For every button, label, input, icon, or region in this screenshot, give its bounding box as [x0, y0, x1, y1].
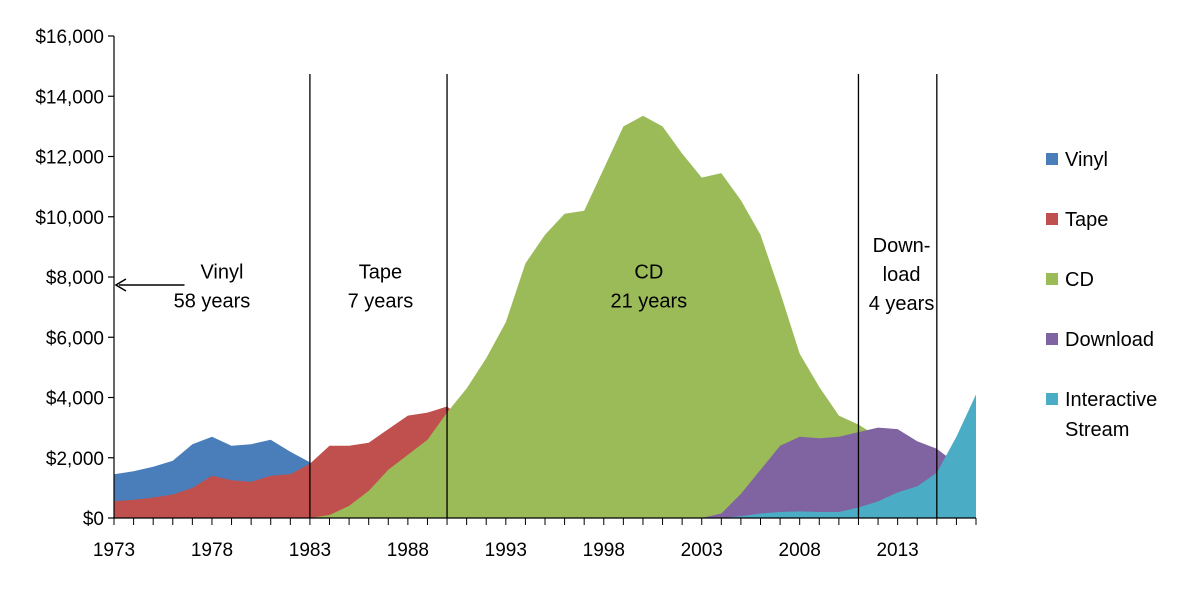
legend-label: Interactive [1065, 389, 1157, 411]
legend-label: Download [1065, 329, 1154, 351]
y-tick-label: $0 [83, 509, 104, 530]
arrow-head [114, 278, 127, 292]
y-axis-ticks: $0 $2,000 $4,000 $6,000 $8,000 $10,000 $12,000… [35, 27, 114, 530]
x-tick-label: 1998 [583, 540, 625, 561]
y-tick-label: $4,000 [46, 389, 104, 410]
era-annotation-text: 4 years [869, 293, 935, 315]
y-tick-label: $10,000 [35, 208, 104, 229]
x-tick-label: 2008 [779, 540, 821, 561]
y-tick-label: $6,000 [46, 328, 104, 349]
legend-label: Stream [1065, 419, 1129, 441]
era-annotation-text: 21 years [610, 291, 687, 313]
era-annotation-text: load [883, 264, 921, 286]
y-tick-label: $16,000 [35, 27, 104, 48]
area-interactive-stream [721, 394, 976, 518]
y-tick-label: $8,000 [46, 268, 104, 289]
x-tick-label: 1983 [289, 540, 331, 561]
legend-swatch [1046, 273, 1058, 285]
era-annotation-text: Vinyl [200, 262, 243, 284]
x-tick-label: 2013 [876, 540, 918, 561]
area-cd [309, 115, 976, 519]
x-tick-label: 1978 [191, 540, 233, 561]
legend-label: Vinyl [1065, 149, 1108, 171]
x-tick-label: 1993 [485, 540, 527, 561]
legend-label: CD [1065, 269, 1094, 291]
legend-swatch [1046, 393, 1058, 405]
x-tick-label: 2003 [681, 540, 723, 561]
era-annotation-text: Down- [873, 235, 931, 257]
era-annotation-text: Tape [359, 262, 402, 284]
legend-label: Tape [1065, 209, 1108, 231]
y-tick-label: $2,000 [46, 449, 104, 470]
era-divider-lines [309, 74, 938, 518]
x-tick-label: 1973 [93, 540, 135, 561]
y-tick-label: $12,000 [35, 148, 104, 169]
legend-swatch [1046, 213, 1058, 225]
area-series-group [114, 115, 976, 519]
legend: Vinyl Tape CD Download Interactive Stream [1046, 149, 1157, 441]
era-annotation-text: CD [634, 262, 663, 284]
legend-swatch [1046, 333, 1058, 345]
era-annotations: Vinyl 58 years Tape 7 years CD 21 years Down-l… [174, 235, 935, 315]
era-annotation-text: 7 years [348, 291, 414, 313]
era-annotation-text: 58 years [174, 291, 251, 313]
vinyl-arrow [114, 278, 185, 292]
x-axis-ticks: 1973 1978 1983 1988 1993 1998 2003 2008 2013 [93, 518, 977, 561]
y-tick-label: $14,000 [35, 87, 104, 108]
legend-swatch [1046, 153, 1058, 165]
x-tick-label: 1988 [387, 540, 429, 561]
